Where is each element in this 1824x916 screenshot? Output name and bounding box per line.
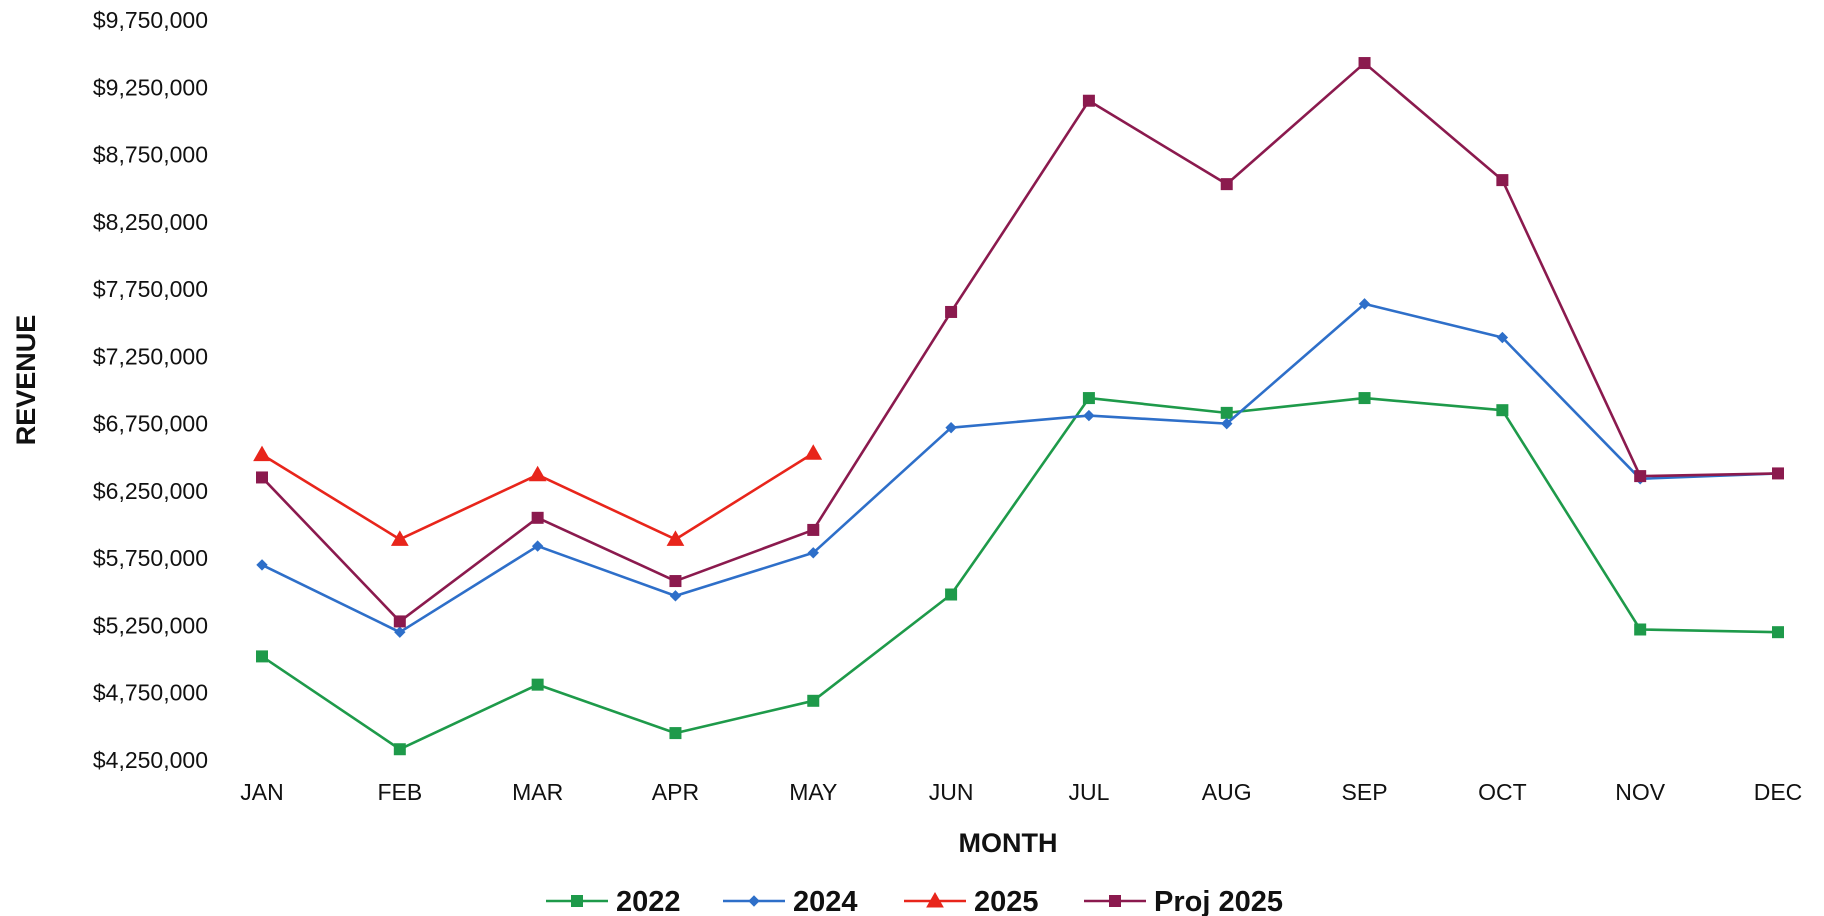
data-point-2025 [390, 530, 409, 546]
data-point-2022 [531, 678, 544, 691]
series-line-2024 [261, 302, 1779, 634]
data-point-proj-2025 [1772, 467, 1784, 480]
data-point-2022 [1082, 392, 1095, 405]
x-tick-label: JAN [240, 779, 283, 805]
legend: 2022 2024 2025 Proj 2025 [546, 886, 1283, 916]
x-tick-label: NOV [1615, 779, 1666, 805]
y-tick-label: $8,250,000 [93, 209, 208, 235]
y-tick-label: $4,750,000 [93, 680, 208, 706]
y-tick-label: $6,250,000 [93, 478, 208, 504]
legend-marker-proj-2025 [1109, 895, 1121, 907]
y-tick-label: $4,250,000 [93, 747, 208, 773]
data-point-2024 [945, 421, 957, 434]
legend-label: 2025 [974, 886, 1039, 916]
y-axis-ticks: $4,250,000 $4,750,000 $5,250,000 $5,750,000… [93, 7, 208, 773]
legend-label: 2024 [793, 886, 858, 916]
x-tick-label: JUL [1068, 779, 1109, 805]
data-point-proj-2025 [807, 523, 820, 536]
y-tick-label: $8,750,000 [93, 142, 208, 168]
data-point-2022 [1496, 404, 1509, 417]
data-point-proj-2025 [669, 575, 682, 588]
y-tick-label: $6,750,000 [93, 411, 208, 437]
x-tick-label: OCT [1478, 779, 1527, 805]
legend-item-2024: 2024 [723, 886, 858, 916]
data-point-proj-2025 [945, 305, 958, 318]
x-tick-label: SEP [1342, 779, 1388, 805]
x-tick-label: MAR [512, 779, 563, 805]
x-tick-label: APR [652, 779, 699, 805]
data-point-2024 [394, 626, 406, 638]
data-point-proj-2025 [1634, 470, 1647, 483]
x-tick-label: JUN [929, 779, 974, 805]
legend-marker-2025 [926, 891, 944, 908]
data-point-2024 [807, 547, 819, 559]
data-point-2024 [1221, 417, 1233, 430]
data-point-proj-2025 [256, 471, 268, 484]
data-point-proj-2025 [1220, 178, 1233, 191]
data-point-2024 [669, 590, 682, 602]
series-2025 [253, 444, 823, 546]
x-axis-ticks: JAN FEB MAR APR MAY JUN JUL AUG SEP OCT NOV DEC [240, 779, 1802, 805]
y-tick-label: $5,250,000 [93, 612, 208, 638]
y-axis-title: REVENUE [11, 315, 41, 446]
series-proj-2025 [256, 57, 1784, 628]
data-point-2022 [1634, 623, 1647, 636]
legend-label: 2022 [616, 886, 681, 916]
data-point-2024 [256, 559, 268, 571]
series-layer [253, 57, 1784, 756]
data-point-2025 [804, 444, 823, 460]
series-line-2022 [261, 396, 1779, 751]
legend-label: Proj 2025 [1154, 886, 1283, 916]
y-tick-label: $7,750,000 [93, 276, 208, 302]
data-point-2022 [807, 694, 820, 707]
x-tick-label: DEC [1754, 779, 1803, 805]
data-point-2024 [531, 540, 544, 552]
y-tick-label: $9,750,000 [93, 7, 208, 33]
legend-marker-2024 [748, 895, 760, 907]
x-axis-title: MONTH [959, 828, 1058, 858]
series-2024 [256, 298, 1784, 638]
data-point-proj-2025 [1496, 174, 1509, 187]
data-point-2022 [945, 588, 958, 601]
legend-item-2022: 2022 [546, 886, 681, 916]
data-point-2025 [528, 465, 547, 482]
data-point-2022 [1358, 392, 1371, 405]
data-point-2024 [1083, 409, 1095, 422]
series-2022 [256, 392, 1784, 756]
data-point-2022 [256, 650, 268, 663]
data-point-proj-2025 [393, 615, 406, 628]
legend-item-2025: 2025 [904, 886, 1039, 916]
data-point-2022 [393, 743, 406, 756]
legend-item-proj-2025: Proj 2025 [1084, 886, 1283, 916]
data-point-2024 [1496, 331, 1509, 344]
x-tick-label: MAY [789, 779, 837, 805]
data-point-proj-2025 [1082, 94, 1095, 107]
x-tick-label: AUG [1202, 779, 1252, 805]
y-tick-label: $5,750,000 [93, 545, 208, 571]
data-point-2022 [1220, 406, 1233, 419]
data-point-2022 [1772, 626, 1784, 639]
y-tick-label: $9,250,000 [93, 74, 208, 100]
y-tick-label: $7,250,000 [93, 343, 208, 369]
data-point-2022 [669, 727, 682, 740]
data-point-2025 [666, 530, 685, 546]
x-tick-label: FEB [377, 779, 422, 805]
legend-marker-2022 [571, 895, 583, 907]
series-line-proj-2025 [261, 61, 1779, 623]
data-point-2024 [1358, 298, 1371, 310]
data-point-proj-2025 [531, 511, 544, 524]
data-point-2025 [253, 445, 271, 462]
data-point-proj-2025 [1358, 57, 1371, 70]
